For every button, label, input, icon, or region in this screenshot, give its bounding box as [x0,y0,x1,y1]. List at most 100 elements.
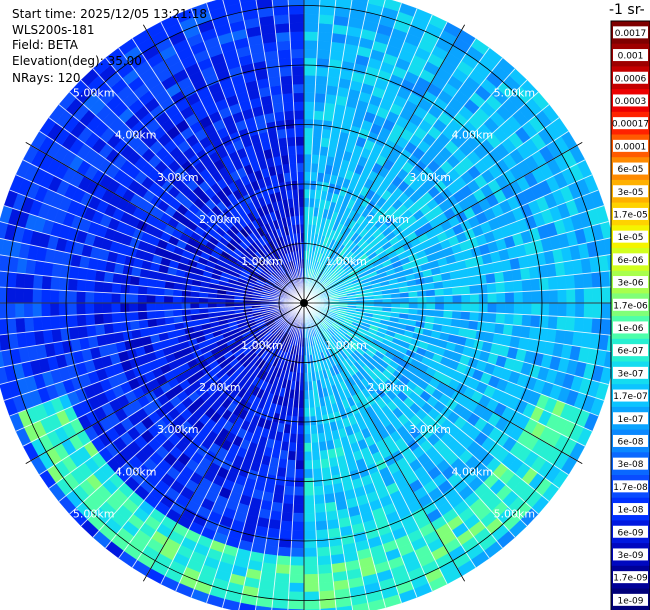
range-gate [120,311,130,323]
ray [303,302,539,527]
azimuth-spoke [303,24,465,304]
ray-separator [206,302,305,604]
ray-separator [303,130,569,304]
range-gate [494,271,505,284]
ray-separator [287,0,305,304]
range-gate [314,511,328,522]
range-gate [313,485,325,496]
ray-separator [22,302,305,447]
ray [175,8,305,304]
range-gate [323,102,336,113]
range-gate [282,101,295,112]
ray-separator [303,21,448,304]
range-ring-label: 1.00km [325,255,367,268]
ray-separator [303,302,337,610]
range-gate [311,154,320,164]
range-gate [557,289,567,304]
range-gate [295,136,305,146]
range-gate [324,93,338,105]
range-gate [279,66,293,77]
ray [30,130,305,304]
colorbar: 0.00170.0010.00060.00030.000170.00016e-0… [610,20,650,610]
range-gate [487,302,497,314]
colorbar-label: 1.7e-05 [613,210,648,220]
range-gate [530,314,541,328]
range-gate [49,302,60,317]
range-gate [271,598,289,610]
range-gate [315,66,329,77]
range-gate [303,40,318,50]
range-gate [273,14,290,25]
range-gate [323,111,335,122]
range-gate [303,162,312,172]
colorbar-label: 3e-06 [618,279,644,289]
range-gate [303,83,316,94]
ray-separator [92,68,305,304]
ray-separator [206,2,305,304]
colorbar-label-box [613,230,648,243]
range-gate [531,302,541,316]
azimuth-spoke [25,142,305,304]
range-gate [317,555,332,566]
ray-separator [271,0,305,304]
range-gate [303,434,312,444]
range-gate [452,302,462,312]
range-gate [287,450,297,461]
ray [303,302,386,610]
range-gate [292,92,305,103]
ray-separator [303,47,490,304]
range-gate [284,119,296,129]
colorbar-label-box [613,26,648,39]
colorbar-label-box [613,344,648,357]
range-gate [313,110,325,121]
ray [303,205,609,304]
ray-separator [303,236,613,304]
ray-separator [80,79,305,304]
ray-separator [303,91,539,304]
range-gate [112,322,123,334]
ray-separator [287,302,305,610]
ray [0,254,305,304]
range-gate [443,294,454,304]
ray-separator [303,205,605,304]
range-gate [5,287,16,304]
range-gate [280,84,294,95]
range-gate [0,350,5,368]
ray-separator [303,159,586,304]
range-gate [280,511,294,522]
range-gate [23,302,34,318]
ray-separator [303,302,539,515]
range-gate [314,84,328,95]
range-gate [521,278,532,292]
colorbar-label: 6e-07 [618,347,644,357]
ray-separator [118,47,305,304]
range-gate [316,546,331,557]
range-gate [76,290,86,304]
range-ring-label: 1.00km [325,339,367,352]
range-gate [451,310,462,320]
range-gate [521,314,532,328]
ray-separator [303,79,528,304]
range-ring-label: 3.00km [157,171,199,184]
ray-separator [254,302,305,610]
range-gate [530,278,541,292]
range-gate [290,40,305,50]
range-gate [0,238,5,256]
range-gate [41,316,52,331]
range-gate [273,111,285,122]
ray [303,302,593,447]
range-gate [303,22,319,33]
azimuth-spoke [25,302,305,464]
ray-separator [303,302,370,610]
range-gate [574,302,585,318]
range-gate [77,267,88,281]
ray [287,302,305,610]
ray-separator [303,302,569,476]
range-gate [14,302,25,319]
range-gate [296,171,305,181]
range-gate [274,22,290,34]
colorbar-label-box [613,434,648,447]
range-gate [84,291,95,304]
range-gate [23,273,35,289]
